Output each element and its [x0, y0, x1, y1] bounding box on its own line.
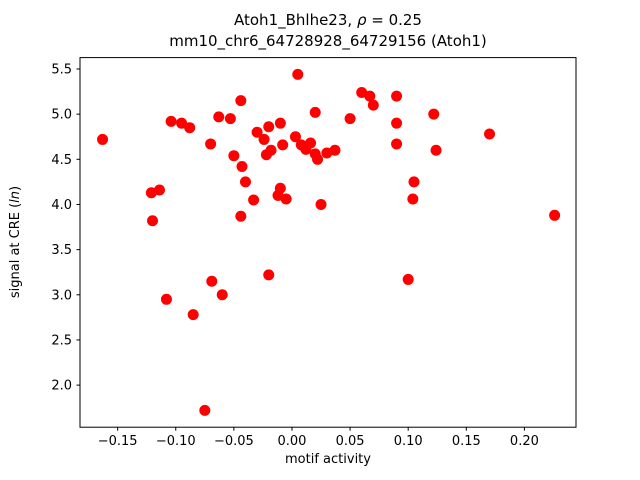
x-tick-label: −0.15 [98, 434, 138, 449]
data-point [367, 99, 379, 111]
y-tick-label: 5.0 [51, 108, 72, 123]
x-tick-label: −0.10 [156, 434, 196, 449]
y-tick-label: 5.5 [51, 62, 72, 77]
y-tick-label: 4.5 [51, 153, 72, 168]
data-point [236, 161, 248, 173]
data-point [292, 68, 304, 80]
data-point [430, 144, 442, 156]
data-point [305, 137, 317, 149]
data-point [344, 113, 356, 125]
data-point [258, 133, 270, 145]
x-tick-label: 0.20 [510, 434, 539, 449]
x-axis-label: motif activity [285, 452, 371, 467]
data-point [235, 95, 247, 107]
data-point [484, 128, 496, 140]
data-point [165, 115, 177, 127]
data-point [206, 275, 218, 287]
data-point [289, 131, 301, 143]
data-point [280, 193, 292, 205]
data-point [199, 404, 211, 416]
data-point [153, 184, 165, 196]
data-point [160, 293, 172, 305]
data-point [251, 126, 263, 138]
data-point [187, 309, 199, 321]
y-tick-label: 2.5 [51, 333, 72, 348]
data-point [274, 117, 286, 129]
chart-title: Atoh1_Bhlhe23, ρ = 0.25 mm10_chr6_647289… [8, 10, 640, 52]
plot-border [79, 57, 577, 428]
y-axis-label: signal at CRE (ln) [8, 185, 23, 299]
chart-title-line1: Atoh1_Bhlhe23, ρ = 0.25 [234, 11, 422, 29]
data-point [315, 198, 327, 210]
data-point [364, 90, 376, 102]
data-point [260, 149, 272, 161]
data-point [184, 122, 196, 134]
data-point [228, 150, 240, 162]
data-point [224, 113, 236, 125]
data-point [248, 194, 260, 206]
x-tick-label: 0.05 [336, 434, 365, 449]
x-tick-label: 0.10 [394, 434, 423, 449]
rho-symbol: ρ [356, 11, 367, 29]
x-tick-label: 0.15 [452, 434, 481, 449]
data-point [235, 210, 247, 222]
data-point [277, 139, 289, 151]
data-point [216, 289, 228, 301]
data-point [402, 273, 414, 285]
y-tick-label: 2.0 [51, 379, 72, 394]
y-tick-label: 3.5 [51, 243, 72, 258]
data-point [408, 176, 420, 188]
data-point [391, 138, 403, 150]
data-point [263, 121, 275, 133]
data-point [391, 117, 403, 129]
data-point [391, 90, 403, 102]
data-point [97, 133, 109, 145]
data-point [428, 108, 440, 120]
y-tick-label: 4.0 [51, 198, 72, 213]
data-point [309, 106, 321, 118]
data-point [329, 144, 341, 156]
x-tick-label: −0.05 [214, 434, 254, 449]
data-point [549, 209, 561, 221]
data-point [263, 269, 275, 281]
data-point [147, 215, 159, 227]
data-point [239, 176, 251, 188]
x-tick-label: 0.00 [277, 434, 306, 449]
y-tick-label: 3.0 [51, 288, 72, 303]
data-point [213, 111, 225, 123]
data-point [205, 138, 217, 150]
chart-title-line2: mm10_chr6_64728928_64729156 (Atoh1) [169, 32, 487, 50]
data-point [407, 193, 419, 205]
data-point [312, 153, 324, 165]
data-point [176, 117, 188, 129]
